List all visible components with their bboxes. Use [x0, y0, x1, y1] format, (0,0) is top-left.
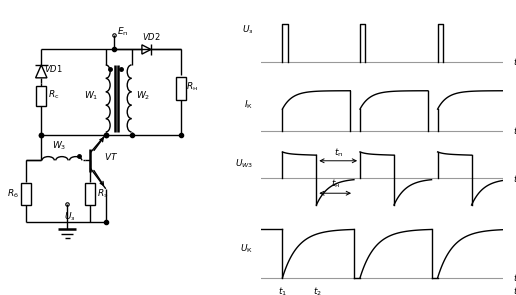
- Text: $R_{\rm б}$: $R_{\rm б}$: [7, 188, 19, 200]
- Text: $W_1$: $W_1$: [85, 90, 99, 102]
- Text: $VT$: $VT$: [104, 151, 119, 162]
- Text: $t$: $t$: [513, 272, 516, 283]
- Bar: [86, 183, 95, 205]
- Text: $t_1$: $t_1$: [278, 285, 287, 295]
- Text: $t$: $t$: [513, 125, 516, 136]
- Text: $VD2$: $VD2$: [142, 31, 160, 42]
- Text: $R_{\rm c}$: $R_{\rm c}$: [48, 88, 59, 101]
- Text: $t$: $t$: [513, 56, 516, 67]
- Text: $U_{\rm з}$: $U_{\rm з}$: [64, 211, 75, 223]
- Bar: [36, 86, 46, 106]
- Text: $U_{\rm з}$: $U_{\rm з}$: [241, 24, 253, 36]
- Text: $t$: $t$: [513, 173, 516, 184]
- Text: $U_{\rm К}$: $U_{\rm К}$: [240, 242, 253, 255]
- Text: $I_{\rm К}$: $I_{\rm К}$: [244, 99, 253, 111]
- Text: $R_{\rm э}$: $R_{\rm э}$: [97, 188, 108, 200]
- Text: $U_{W3}$: $U_{W3}$: [235, 158, 253, 170]
- Text: $E_{\rm п}$: $E_{\rm п}$: [118, 25, 128, 38]
- Text: $t_{\rm п}$: $t_{\rm п}$: [334, 146, 343, 159]
- Text: $t_2$: $t_2$: [313, 285, 322, 295]
- Bar: [21, 183, 31, 205]
- Text: $t_{\rm н}$: $t_{\rm н}$: [331, 177, 340, 190]
- Text: $W_3$: $W_3$: [52, 140, 67, 152]
- Text: $t$: $t$: [513, 285, 516, 295]
- Text: $R_{\rm н}$: $R_{\rm н}$: [186, 81, 198, 93]
- Text: $W_2$: $W_2$: [136, 90, 150, 102]
- Bar: [175, 76, 186, 100]
- Text: $VD1$: $VD1$: [44, 63, 63, 74]
